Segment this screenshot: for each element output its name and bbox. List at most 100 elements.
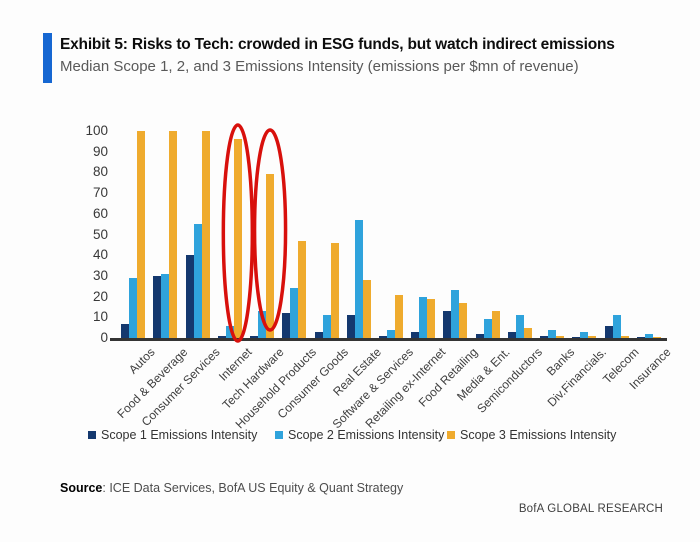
bar-group-autos <box>117 131 149 338</box>
legend-item-scope2: Scope 2 Emissions Intensity <box>275 428 444 442</box>
bar-scope2-consumer-goods <box>322 315 331 338</box>
bar-scope2-telecom <box>612 315 621 338</box>
bar-group-food-beverage <box>149 131 181 338</box>
title-block: Exhibit 5: Risks to Tech: crowded in ESG… <box>60 33 615 83</box>
bar-scope2-media-ent <box>483 319 492 338</box>
x-axis-label-consumer-goods: Consumer Goods <box>275 345 352 422</box>
bar-group-banks <box>536 131 568 338</box>
bar-scope2-consumer-services <box>193 224 202 338</box>
bar-scope3-div-financials <box>588 336 597 338</box>
x-axis-label-semiconductors: Semiconductors <box>474 345 545 416</box>
legend-swatch-scope3 <box>447 431 455 439</box>
x-axis-label-internet: Internet <box>216 345 255 384</box>
bar-scope2-insurance <box>644 334 653 338</box>
bar-group-tech-hardware <box>246 131 278 338</box>
x-axis-label-retailing-ex-internet: Retailing ex-Internet <box>362 345 449 431</box>
bar-scope1-semiconductors <box>507 332 516 338</box>
bar-group-food-retailing <box>439 131 471 338</box>
bar-scope2-internet <box>225 326 234 338</box>
bar-group-consumer-services <box>181 131 213 338</box>
y-axis-tick-90: 90 <box>92 143 108 159</box>
legend-label-scope1: Scope 1 Emissions Intensity <box>101 428 258 442</box>
legend-swatch-scope1 <box>88 431 96 439</box>
y-axis-tick-30: 30 <box>92 267 108 283</box>
bar-scope3-consumer-goods <box>330 243 339 338</box>
bar-scope3-insurance <box>652 337 661 338</box>
bar-group-div-financials <box>568 131 600 338</box>
x-axis-label-food-beverage: Food & Beverage <box>114 345 191 421</box>
legend-swatch-scope2 <box>275 431 283 439</box>
bar-scope2-div-financials <box>580 332 589 338</box>
y-axis: 0 10 20 30 40 50 60 70 80 90 100 <box>60 123 108 345</box>
bar-scope2-retailing-ex-internet <box>419 297 428 338</box>
brand-footer: BofA GLOBAL RESEARCH <box>518 503 663 515</box>
bar-scope1-retailing-ex-internet <box>411 332 420 338</box>
bar-scope3-internet <box>233 139 242 338</box>
bar-scope1-insurance <box>636 337 645 338</box>
bar-group-telecom <box>601 131 633 338</box>
x-axis-label-autos: Autos <box>126 345 159 377</box>
x-axis-label-banks: Banks <box>543 345 578 379</box>
bar-group-semiconductors <box>504 131 536 338</box>
y-axis-tick-60: 60 <box>92 205 108 221</box>
bar-group-retailing-ex-internet <box>407 131 439 338</box>
x-axis-label-consumer-services: Consumer Services <box>138 345 223 429</box>
title-accent-bar <box>43 33 52 83</box>
bar-group-household-products <box>278 131 310 338</box>
bar-scope1-div-financials <box>572 337 581 338</box>
legend-item-scope3: Scope 3 Emissions Intensity <box>447 428 616 442</box>
bar-group-real-estate <box>343 131 375 338</box>
x-axis-labels: Autos Food & Beverage Consumer Services Int… <box>114 345 673 431</box>
bar-scope1-consumer-goods <box>314 332 323 338</box>
bar-scope1-food-beverage <box>153 276 162 338</box>
bar-scope1-banks <box>540 336 549 338</box>
y-axis-tick-40: 40 <box>92 247 108 263</box>
bar-scope3-real-estate <box>362 280 371 338</box>
x-axis-label-household-products: Household Products <box>232 345 320 432</box>
bar-scope1-food-retailing <box>443 311 452 338</box>
legend-label-scope2: Scope 2 Emissions Intensity <box>288 428 445 442</box>
y-axis-tick-20: 20 <box>92 288 108 304</box>
bar-scope3-software-services <box>394 295 403 338</box>
bar-scope3-semiconductors <box>523 328 532 338</box>
y-axis-tick-100: 100 <box>85 123 108 138</box>
source-text: : ICE Data Services, BofA US Equity & Qu… <box>102 481 404 495</box>
bar-scope3-telecom <box>620 336 629 338</box>
bar-scope3-food-retailing <box>459 303 468 338</box>
bar-scope1-consumer-services <box>185 255 194 338</box>
x-axis-line <box>110 338 667 341</box>
bar-scope3-consumer-services <box>201 131 210 338</box>
bar-scope1-autos <box>121 324 130 338</box>
bar-scope2-real-estate <box>354 220 363 338</box>
bar-scope1-household-products <box>282 313 291 338</box>
bar-scope3-autos <box>137 131 146 338</box>
bar-scope3-media-ent <box>491 311 500 338</box>
bar-scope3-food-beverage <box>169 131 178 338</box>
x-axis-label-media-ent: Media & Ent. <box>454 345 513 404</box>
x-axis-label-insurance: Insurance <box>626 345 674 393</box>
bar-scope2-food-beverage <box>161 274 170 338</box>
y-axis-tick-0: 0 <box>100 330 108 345</box>
bar-scope2-household-products <box>290 288 299 338</box>
bar-scope1-software-services <box>378 336 387 338</box>
y-axis-tick-80: 80 <box>92 164 108 180</box>
bar-scope1-media-ent <box>475 334 484 338</box>
legend-label-scope3: Scope 3 Emissions Intensity <box>460 428 617 442</box>
exhibit-subtitle: Median Scope 1, 2, and 3 Emissions Inten… <box>60 58 579 75</box>
legend-item-scope1: Scope 1 Emissions Intensity <box>88 428 257 442</box>
bar-chart-plot <box>112 131 665 338</box>
y-axis-tick-50: 50 <box>92 226 108 242</box>
source-label: Source <box>60 481 103 495</box>
bar-group-insurance <box>633 131 665 338</box>
x-axis-label-tech-hardware: Tech Hardware <box>219 345 287 412</box>
bar-scope2-tech-hardware <box>258 311 267 338</box>
bar-scope1-telecom <box>604 326 613 338</box>
bar-scope2-food-retailing <box>451 290 460 338</box>
bar-scope2-autos <box>129 278 138 338</box>
exhibit-header: Exhibit 5: Risks to Tech: crowded in ESG… <box>43 33 615 83</box>
bar-scope3-banks <box>556 336 565 338</box>
bar-scope2-banks <box>548 330 557 338</box>
bar-group-media-ent <box>472 131 504 338</box>
x-axis-label-software-services: Software & Services <box>329 345 416 432</box>
